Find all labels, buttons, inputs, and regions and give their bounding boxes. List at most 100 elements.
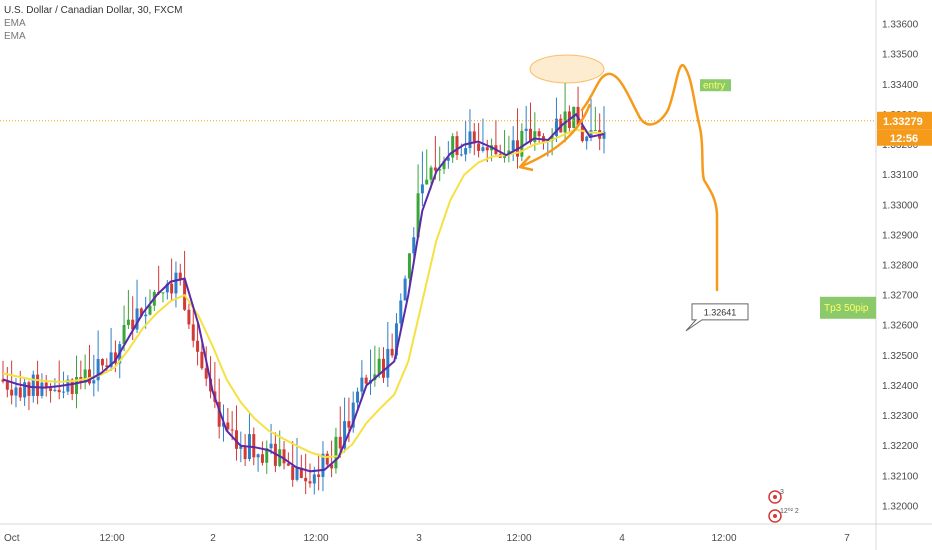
candle-body bbox=[299, 467, 303, 478]
candle-body bbox=[580, 125, 584, 142]
x-tick-label: 4 bbox=[619, 533, 625, 544]
price-axis[interactable]: 1.336001.335001.334001.333001.332001.331… bbox=[877, 20, 932, 513]
price-axis-tag-label: 1.33279 bbox=[883, 116, 923, 128]
candle-body bbox=[446, 157, 450, 161]
y-tick-label: 1.32900 bbox=[882, 230, 919, 241]
candle-body bbox=[234, 430, 238, 449]
candle-body bbox=[113, 352, 117, 364]
candle-body bbox=[286, 463, 290, 466]
candle-body bbox=[330, 464, 334, 469]
time-axis[interactable]: Oct 12:00 2 12:00 3 12:00 4 12:00 7 bbox=[4, 533, 850, 544]
candle-body bbox=[226, 422, 230, 430]
candle-body bbox=[507, 150, 511, 155]
y-tick-label: 1.32000 bbox=[882, 501, 919, 512]
countdown-tag bbox=[877, 129, 932, 146]
candle-body bbox=[412, 237, 416, 254]
candle-body bbox=[356, 391, 360, 403]
candle-body bbox=[451, 136, 455, 158]
candle-body bbox=[23, 382, 27, 398]
candle-body bbox=[10, 389, 14, 396]
entry-label-box[interactable] bbox=[700, 79, 731, 92]
user-drawings[interactable] bbox=[0, 54, 876, 292]
candle-body bbox=[386, 348, 390, 378]
highlight-zone[interactable] bbox=[529, 54, 605, 84]
candle-body bbox=[252, 434, 256, 458]
candle-body bbox=[403, 278, 407, 301]
candle-body bbox=[204, 368, 208, 379]
target-label: Tp3 50pip bbox=[824, 303, 869, 314]
candle-body bbox=[217, 401, 221, 427]
flag-icon-dot bbox=[773, 495, 777, 499]
symbol-title: U.S. Dollar / Canadian Dollar, 30, FXCM bbox=[4, 5, 183, 16]
candle-body bbox=[295, 467, 299, 480]
candle-body bbox=[191, 324, 195, 341]
candle-body bbox=[304, 477, 308, 482]
x-tick-label: 12:00 bbox=[303, 533, 328, 544]
candle-body bbox=[40, 382, 44, 396]
y-tick-label: 1.33600 bbox=[882, 20, 919, 31]
candle-body bbox=[165, 283, 169, 293]
candle-body bbox=[442, 160, 446, 170]
candle-body bbox=[31, 374, 35, 396]
candle-body bbox=[27, 382, 31, 396]
candle-body bbox=[5, 381, 9, 390]
candle-body bbox=[260, 454, 264, 463]
candle-body bbox=[269, 443, 273, 449]
candle-body bbox=[49, 388, 53, 391]
candle-body bbox=[485, 147, 489, 151]
candle-body bbox=[343, 421, 347, 449]
candle-body bbox=[477, 143, 481, 151]
entry-label: entry bbox=[703, 81, 725, 92]
candle-body bbox=[338, 436, 342, 449]
curved-arrow[interactable] bbox=[521, 103, 592, 168]
candle-body bbox=[407, 253, 411, 279]
x-tick-label: 2 bbox=[210, 533, 216, 544]
candle-body bbox=[377, 358, 381, 375]
candle-body bbox=[390, 348, 394, 356]
y-tick-label: 1.32600 bbox=[882, 321, 919, 332]
candle-body bbox=[399, 300, 403, 324]
chart-legend: U.S. Dollar / Canadian Dollar, 30, FXCM … bbox=[4, 4, 182, 43]
event-label: 12⁰² 2 bbox=[780, 507, 799, 515]
price-tag-callout[interactable] bbox=[685, 303, 749, 332]
candle-body bbox=[256, 454, 260, 458]
y-tick-label: 1.32200 bbox=[882, 441, 919, 452]
x-tick-label: 12:00 bbox=[711, 533, 736, 544]
candle-body bbox=[126, 319, 130, 325]
candle-body bbox=[187, 309, 191, 325]
candle-body bbox=[312, 474, 316, 484]
candle-body bbox=[200, 351, 204, 369]
candle-body bbox=[381, 358, 385, 378]
event-label: 3 bbox=[780, 489, 784, 496]
candle-body bbox=[433, 167, 437, 171]
y-tick-label: 1.32700 bbox=[882, 291, 919, 302]
candle-body bbox=[53, 389, 57, 391]
y-tick-label: 1.32300 bbox=[882, 411, 919, 422]
candle-body bbox=[524, 128, 528, 131]
candle-body bbox=[416, 193, 420, 238]
projection-path[interactable] bbox=[580, 64, 719, 292]
candle-body bbox=[291, 465, 295, 480]
y-tick-label: 1.32800 bbox=[882, 261, 919, 272]
candle-body bbox=[57, 389, 61, 393]
candle-body bbox=[550, 136, 554, 141]
candle-body bbox=[44, 382, 48, 389]
candle-body bbox=[174, 272, 178, 294]
x-tick-label: Oct bbox=[4, 533, 20, 544]
candle-body bbox=[109, 352, 113, 367]
target-box[interactable] bbox=[820, 296, 876, 319]
candle-body bbox=[144, 314, 148, 317]
y-tick-label: 1.32100 bbox=[882, 471, 919, 482]
candle-body bbox=[178, 272, 182, 281]
candle-body bbox=[572, 106, 576, 128]
candle-body bbox=[139, 308, 143, 317]
candle-body bbox=[83, 369, 87, 383]
candle-body bbox=[135, 308, 139, 330]
x-tick-label: 12:00 bbox=[99, 533, 124, 544]
candle-body bbox=[170, 283, 174, 294]
y-tick-label: 1.32400 bbox=[882, 381, 919, 392]
price-tag-label: 1.32641 bbox=[704, 307, 737, 317]
candle-body bbox=[62, 391, 66, 393]
candle-body bbox=[325, 453, 329, 465]
